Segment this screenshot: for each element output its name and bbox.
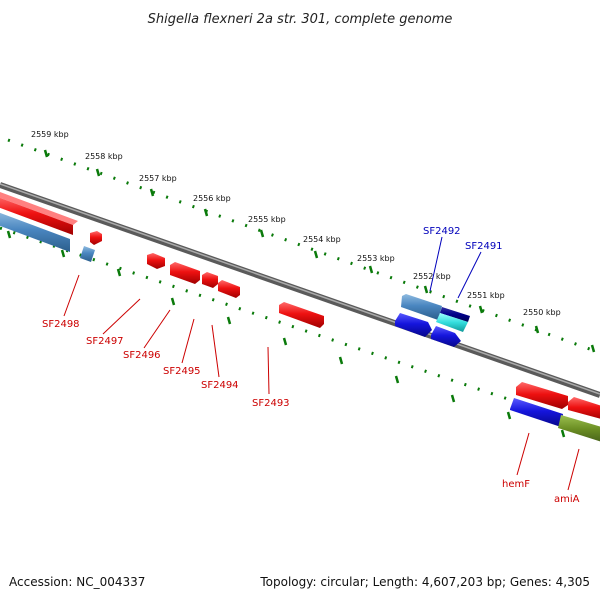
gene-feature[interactable] bbox=[510, 398, 563, 427]
gene-label[interactable]: SF2491 bbox=[465, 241, 503, 252]
scale-labels: 2559 kbp 2558 kbp 2557 kbp 2556 kbp 2555… bbox=[31, 130, 561, 317]
gene-feature[interactable] bbox=[90, 231, 102, 245]
gene-feature[interactable] bbox=[0, 211, 70, 252]
gene-feature[interactable] bbox=[568, 397, 600, 420]
gene-labels: SF2498 SF2497 SF2496 SF2495 SF2494 SF249… bbox=[42, 226, 580, 505]
accession-text: Accession: NC_004337 bbox=[9, 575, 145, 589]
gene-feature[interactable] bbox=[218, 280, 240, 298]
scale-label: 2554 kbp bbox=[303, 235, 341, 244]
scale-label: 2555 kbp bbox=[248, 215, 286, 224]
genome-backbone bbox=[0, 182, 600, 398]
scale-label: 2551 kbp bbox=[467, 291, 505, 300]
scale-label: 2553 kbp bbox=[357, 254, 395, 263]
gene-feature[interactable] bbox=[279, 302, 324, 328]
gene-feature[interactable] bbox=[0, 192, 78, 235]
scale-label: 2559 kbp bbox=[31, 130, 69, 139]
scale-label: 2558 kbp bbox=[85, 152, 123, 161]
gene-feature[interactable] bbox=[436, 307, 470, 332]
gene-feature[interactable] bbox=[558, 415, 600, 443]
map-title: Shigella flexneri 2a str. 301, complete … bbox=[148, 12, 453, 27]
gene-label[interactable]: SF2492 bbox=[423, 226, 461, 237]
gene-label[interactable]: SF2496 bbox=[123, 350, 161, 361]
gene-label[interactable]: SF2497 bbox=[86, 336, 124, 347]
gene-feature[interactable] bbox=[80, 246, 95, 262]
scale-label: 2557 kbp bbox=[139, 174, 177, 183]
gene-feature[interactable] bbox=[202, 272, 218, 288]
inner-major-ticks bbox=[6, 230, 566, 438]
gene-feature[interactable] bbox=[401, 294, 442, 320]
genome-summary-text: Topology: circular; Length: 4,607,203 bp… bbox=[259, 575, 590, 589]
gene-label[interactable]: SF2498 bbox=[42, 319, 80, 330]
gene-label[interactable]: SF2495 bbox=[163, 366, 201, 377]
forward-genes bbox=[0, 192, 600, 420]
gene-feature[interactable] bbox=[431, 326, 461, 347]
gene-label[interactable]: amiA bbox=[554, 494, 580, 505]
label-leaders bbox=[63, 236, 580, 491]
gene-feature[interactable] bbox=[516, 382, 568, 409]
gene-label[interactable]: SF2494 bbox=[201, 380, 239, 391]
gene-feature[interactable] bbox=[170, 262, 200, 284]
scale-label: 2550 kbp bbox=[523, 308, 561, 317]
scale-label: 2552 kbp bbox=[413, 272, 451, 281]
gene-label[interactable]: hemF bbox=[502, 479, 530, 490]
gene-feature[interactable] bbox=[395, 313, 432, 337]
gene-feature[interactable] bbox=[147, 253, 165, 269]
reverse-genes bbox=[0, 211, 600, 443]
gene-label[interactable]: SF2493 bbox=[252, 398, 290, 409]
major-ticks bbox=[43, 149, 596, 353]
scale-label: 2556 kbp bbox=[193, 194, 231, 203]
